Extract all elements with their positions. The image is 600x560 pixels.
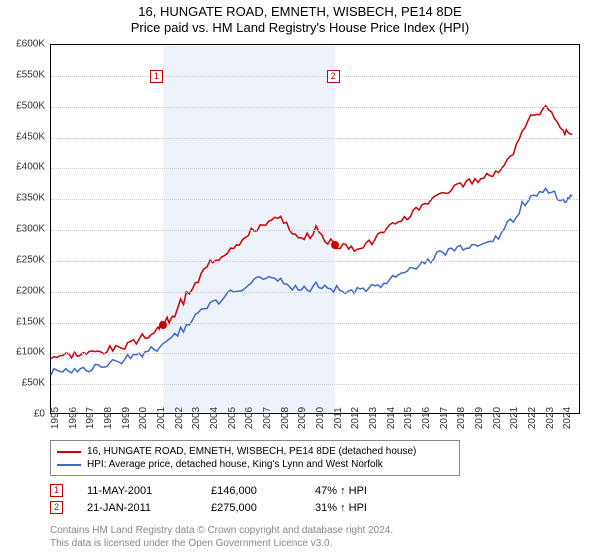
x-axis-tick-label: 2011	[333, 407, 344, 429]
legend-label: HPI: Average price, detached house, King…	[87, 459, 383, 470]
sale-row-marker: 1	[50, 484, 63, 497]
x-axis-tick-label: 1999	[121, 407, 132, 429]
x-axis-tick-label: 2013	[368, 407, 379, 429]
x-axis-tick-label: 1995	[50, 407, 61, 429]
y-axis-tick-label: £200K	[16, 285, 45, 296]
x-axis-tick-label: 2001	[156, 407, 167, 429]
sale-row-price: £146,000	[211, 485, 291, 497]
gridline-h	[51, 107, 579, 108]
sale-row-price: £275,000	[211, 502, 291, 514]
y-axis-tick-label: £400K	[16, 162, 45, 173]
x-axis-tick-label: 2004	[209, 407, 220, 429]
gridline-h	[51, 76, 579, 77]
chart-subtitle: Price paid vs. HM Land Registry's House …	[0, 20, 600, 39]
footer-attribution: Contains HM Land Registry data © Crown c…	[50, 524, 393, 550]
x-axis-tick-label: 2023	[545, 407, 556, 429]
y-axis-tick-label: £300K	[16, 224, 45, 235]
y-axis-tick-label: £600K	[16, 39, 45, 50]
sale-row: 1 11-MAY-2001 £146,000 47% ↑ HPI	[50, 482, 395, 499]
chart-lines	[51, 45, 579, 413]
gridline-h	[51, 230, 579, 231]
x-axis-tick-label: 2012	[350, 407, 361, 429]
x-axis-tick-label: 1996	[68, 407, 79, 429]
x-axis-tick-label: 2010	[315, 407, 326, 429]
gridline-h	[51, 292, 579, 293]
y-axis-tick-label: £100K	[16, 347, 45, 358]
gridline-h	[51, 199, 579, 200]
x-axis-tick-label: 2019	[474, 407, 485, 429]
x-axis-tick-label: 2020	[492, 407, 503, 429]
gridline-h	[51, 353, 579, 354]
x-axis-tick-label: 2002	[174, 407, 185, 429]
x-axis-tick-label: 2003	[191, 407, 202, 429]
gridline-h	[51, 261, 579, 262]
x-axis-tick-label: 2015	[403, 407, 414, 429]
sale-marker-dot	[331, 241, 339, 249]
gridline-h	[51, 323, 579, 324]
legend-box: 16, HUNGATE ROAD, EMNETH, WISBECH, PE14 …	[50, 440, 460, 476]
x-axis-tick-label: 2008	[280, 407, 291, 429]
sale-row-marker: 2	[50, 501, 63, 514]
x-axis-tick-label: 1997	[85, 407, 96, 429]
x-axis-tick-label: 2017	[439, 407, 450, 429]
y-axis-tick-label: £350K	[16, 193, 45, 204]
sale-row-pct: 31% ↑ HPI	[315, 502, 395, 514]
x-axis-tick-label: 2024	[562, 407, 573, 429]
sale-row-pct: 47% ↑ HPI	[315, 485, 395, 497]
sale-row-date: 21-JAN-2011	[87, 502, 187, 514]
chart-title: 16, HUNGATE ROAD, EMNETH, WISBECH, PE14 …	[0, 0, 600, 20]
chart-plot-area: 12	[50, 44, 580, 414]
legend-label: 16, HUNGATE ROAD, EMNETH, WISBECH, PE14 …	[87, 446, 416, 457]
series-line-price_paid	[51, 106, 572, 359]
x-axis-tick-label: 2009	[297, 407, 308, 429]
legend-item: HPI: Average price, detached house, King…	[57, 458, 453, 471]
x-axis-tick-label: 2000	[138, 407, 149, 429]
x-axis-tick-label: 2007	[262, 407, 273, 429]
gridline-h	[51, 138, 579, 139]
y-axis-tick-label: £150K	[16, 316, 45, 327]
sale-row-date: 11-MAY-2001	[87, 485, 187, 497]
sales-table: 1 11-MAY-2001 £146,000 47% ↑ HPI 2 21-JAN-201…	[50, 482, 395, 516]
y-axis-tick-label: £500K	[16, 100, 45, 111]
sale-marker-box: 1	[150, 70, 163, 83]
y-axis-tick-label: £550K	[16, 69, 45, 80]
legend-swatch	[57, 451, 81, 453]
y-axis-tick-label: £450K	[16, 131, 45, 142]
sale-row: 2 21-JAN-2011 £275,000 31% ↑ HPI	[50, 499, 395, 516]
sale-marker-dot	[159, 321, 167, 329]
x-axis-tick-label: 1998	[103, 407, 114, 429]
y-axis-tick-label: £250K	[16, 254, 45, 265]
x-axis-tick-label: 2014	[386, 407, 397, 429]
x-axis-tick-label: 2021	[509, 407, 520, 429]
gridline-h	[51, 384, 579, 385]
gridline-h	[51, 168, 579, 169]
footer-line-2: This data is licensed under the Open Gov…	[50, 537, 393, 550]
x-axis-tick-label: 2016	[421, 407, 432, 429]
x-axis-tick-label: 2006	[244, 407, 255, 429]
legend-item: 16, HUNGATE ROAD, EMNETH, WISBECH, PE14 …	[57, 445, 453, 458]
legend-swatch	[57, 464, 81, 466]
sale-marker-box: 2	[327, 70, 340, 83]
y-axis-tick-label: £50K	[22, 378, 45, 389]
x-axis-tick-label: 2022	[527, 407, 538, 429]
x-axis-tick-label: 2018	[456, 407, 467, 429]
footer-line-1: Contains HM Land Registry data © Crown c…	[50, 524, 393, 537]
series-line-hpi	[51, 188, 572, 375]
y-axis-tick-label: £0	[34, 409, 45, 420]
x-axis-tick-label: 2005	[227, 407, 238, 429]
